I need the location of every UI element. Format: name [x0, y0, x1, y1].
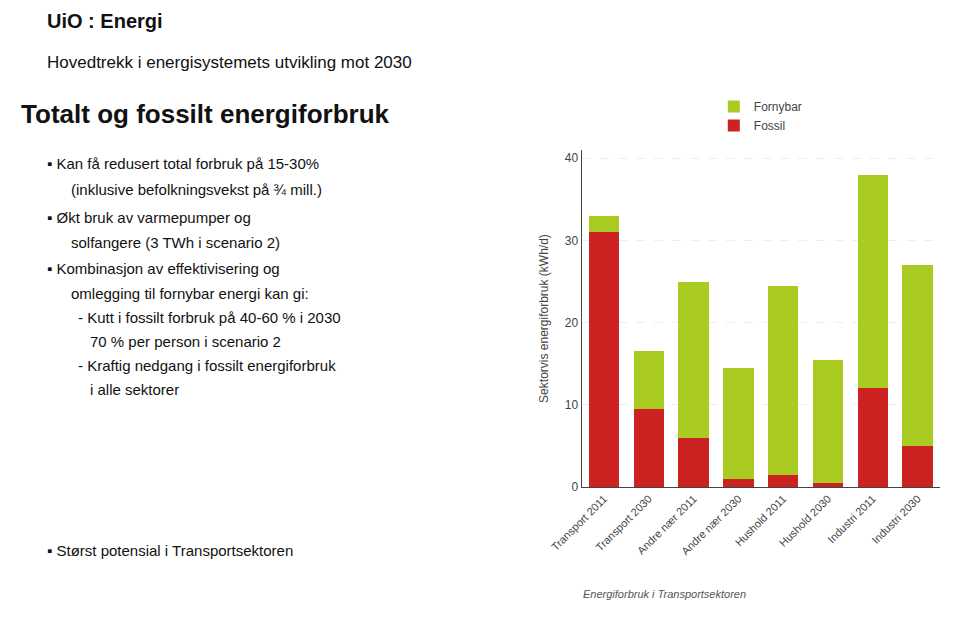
- svg-text:40: 40: [565, 151, 579, 165]
- svg-text:Hushold 2011: Hushold 2011: [733, 493, 789, 549]
- svg-text:Fornybar: Fornybar: [754, 100, 802, 114]
- svg-text:▪ Kombinasjon av effektiviseri: ▪ Kombinasjon av effektivisering og: [47, 260, 280, 277]
- svg-text:10: 10: [565, 398, 579, 412]
- svg-text:Industri 2011: Industri 2011: [825, 493, 878, 546]
- svg-text:Andre nær 2011: Andre nær 2011: [635, 493, 699, 557]
- svg-text:- Kraftig nedgang i fossilt en: - Kraftig nedgang i fossilt energiforbru…: [78, 357, 336, 374]
- svg-text:Transport 2011: Transport 2011: [549, 493, 609, 553]
- svg-text:(inklusive befolkningsvekst på: (inklusive befolkningsvekst på ¾ mill.): [71, 181, 322, 198]
- svg-text:Sektorvis energiforbruk (kWh/d: Sektorvis energiforbruk (kWh/d): [537, 234, 551, 403]
- svg-text:i alle sektorer: i alle sektorer: [90, 381, 179, 398]
- svg-text:▪ Kan få redusert total forbru: ▪ Kan få redusert total forbruk på 15-30…: [47, 155, 319, 172]
- svg-text:70 % per person i scenario 2: 70 % per person i scenario 2: [90, 333, 281, 350]
- svg-text:▪ Økt bruk av varmepumper og: ▪ Økt bruk av varmepumper og: [47, 209, 251, 226]
- svg-text:- Kutt i fossilt forbruk på 40: - Kutt i fossilt forbruk på 40-60 % i 20…: [78, 309, 341, 326]
- svg-text:Industri 2030: Industri 2030: [869, 493, 922, 546]
- svg-text:20: 20: [565, 316, 579, 330]
- svg-text:UiO : Energi: UiO : Energi: [47, 10, 163, 32]
- svg-text:Hushold 2030: Hushold 2030: [777, 493, 833, 549]
- svg-text:Totalt og fossilt energiforbru: Totalt og fossilt energiforbruk: [21, 99, 389, 129]
- svg-text:omlegging til fornybar energi: omlegging til fornybar energi kan gi:: [71, 285, 309, 302]
- svg-text:solfangere (3 TWh i scenario 2: solfangere (3 TWh i scenario 2): [71, 234, 280, 251]
- svg-text:Hovedtrekk i energisystemets u: Hovedtrekk i energisystemets utvikling m…: [47, 53, 412, 72]
- svg-text:0: 0: [572, 480, 579, 494]
- svg-text:30: 30: [565, 234, 579, 248]
- svg-text:Andre nær 2030: Andre nær 2030: [679, 493, 744, 558]
- svg-text:Transport 2030: Transport 2030: [593, 493, 654, 554]
- svg-text:▪ Størst potensial i Transport: ▪ Størst potensial i Transportsektoren: [47, 542, 293, 559]
- svg-text:Fossil: Fossil: [754, 119, 785, 133]
- svg-text:Energiforbruk i Transportsekto: Energiforbruk i Transportsektoren: [583, 588, 746, 600]
